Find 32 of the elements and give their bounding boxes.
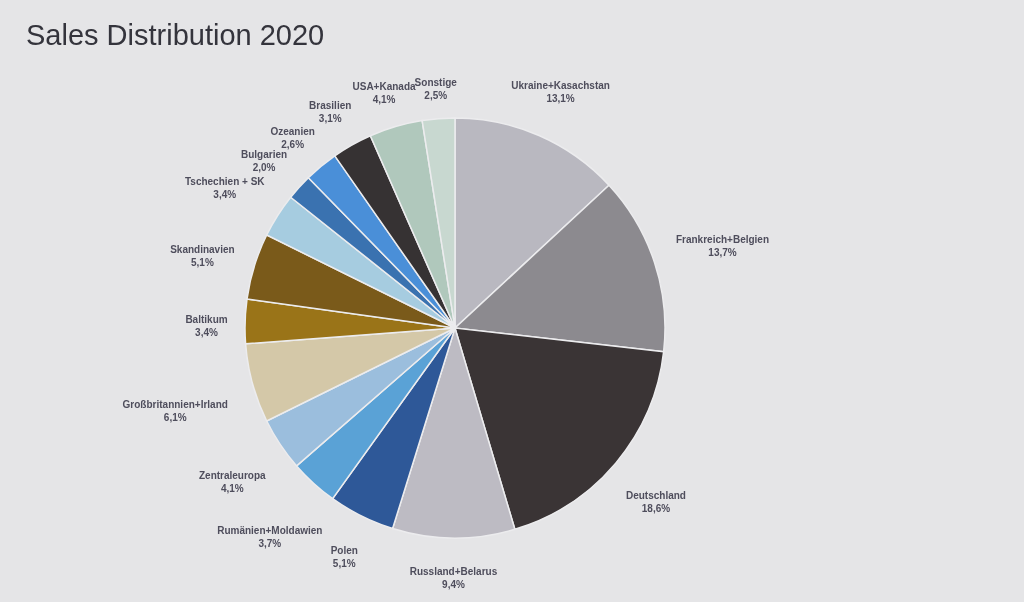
slice-label: Polen [330,544,358,556]
data-label: 3,1% [318,113,342,124]
chart-title: Sales Distribution 2020 [26,19,325,51]
slice-label: Sonstige [414,76,458,88]
data-label: 6,1% [163,411,187,423]
data-label: 5,1% [332,557,356,569]
slice-label: Deutschland [625,490,686,502]
data-label: 3,4% [195,327,219,339]
slice-label: Skandinavien [170,244,235,256]
data-label: 5,1% [191,257,214,269]
slice-label: Großbritannien+Irland [122,398,228,410]
data-label: 2,5% [424,89,448,101]
slice-label: Russland+Belarus [409,566,498,578]
slice-label: Ozeanien [270,125,315,137]
data-label: 13,7% [708,247,737,259]
data-label: 4,1% [372,93,396,105]
data-label: 3,4% [213,188,237,200]
slice-label: Bulgarien [240,149,288,161]
slice-label: Baltikum [185,314,228,326]
slice-label: Rumänien+Moldawien [217,525,323,537]
data-label: 13,1% [546,93,575,105]
slice-label: Brasilien [309,100,352,111]
slice-label: Zentraleuropa [198,470,267,482]
slice-label: Frankreich+Belgien [675,234,770,246]
data-label: 3,7% [258,538,282,550]
data-label: 9,4% [442,579,465,591]
data-label: 4,1% [220,483,244,495]
data-label: 2,0% [252,162,276,174]
data-label: 18,6% [641,503,671,515]
data-label: 2,6% [281,138,305,150]
slice-label: Tschechien + SK [184,175,266,187]
slice-label: Ukraine+Kasachstan [511,80,610,92]
